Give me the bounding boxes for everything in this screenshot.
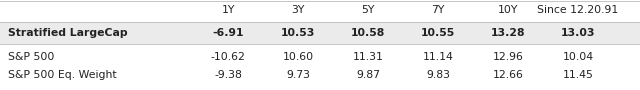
Text: 12.96: 12.96 [493, 52, 524, 62]
Text: 10.04: 10.04 [563, 52, 593, 62]
Text: 9.87: 9.87 [356, 70, 380, 80]
Text: -9.38: -9.38 [214, 70, 242, 80]
Text: 11.45: 11.45 [563, 70, 593, 80]
Text: 10.60: 10.60 [282, 52, 314, 62]
Text: 1Y: 1Y [221, 5, 235, 15]
Text: 13.28: 13.28 [491, 28, 525, 38]
Text: Stratified LargeCap: Stratified LargeCap [8, 28, 127, 38]
Text: 11.31: 11.31 [353, 52, 383, 62]
Text: -10.62: -10.62 [211, 52, 245, 62]
Text: S&P 500 Eq. Weight: S&P 500 Eq. Weight [8, 70, 116, 80]
Text: 10Y: 10Y [498, 5, 518, 15]
Text: 10.53: 10.53 [281, 28, 315, 38]
Text: 3Y: 3Y [291, 5, 305, 15]
Text: -6.91: -6.91 [212, 28, 244, 38]
Text: 7Y: 7Y [431, 5, 445, 15]
Text: Since 12.20.91: Since 12.20.91 [538, 5, 619, 15]
Text: 13.03: 13.03 [561, 28, 595, 38]
Text: 5Y: 5Y [362, 5, 374, 15]
Text: 12.66: 12.66 [493, 70, 524, 80]
Bar [0, 22, 640, 44]
Text: 9.73: 9.73 [286, 70, 310, 80]
Text: 10.58: 10.58 [351, 28, 385, 38]
Text: 10.55: 10.55 [421, 28, 455, 38]
Text: S&P 500: S&P 500 [8, 52, 54, 62]
Text: 11.14: 11.14 [422, 52, 453, 62]
Text: 9.83: 9.83 [426, 70, 450, 80]
